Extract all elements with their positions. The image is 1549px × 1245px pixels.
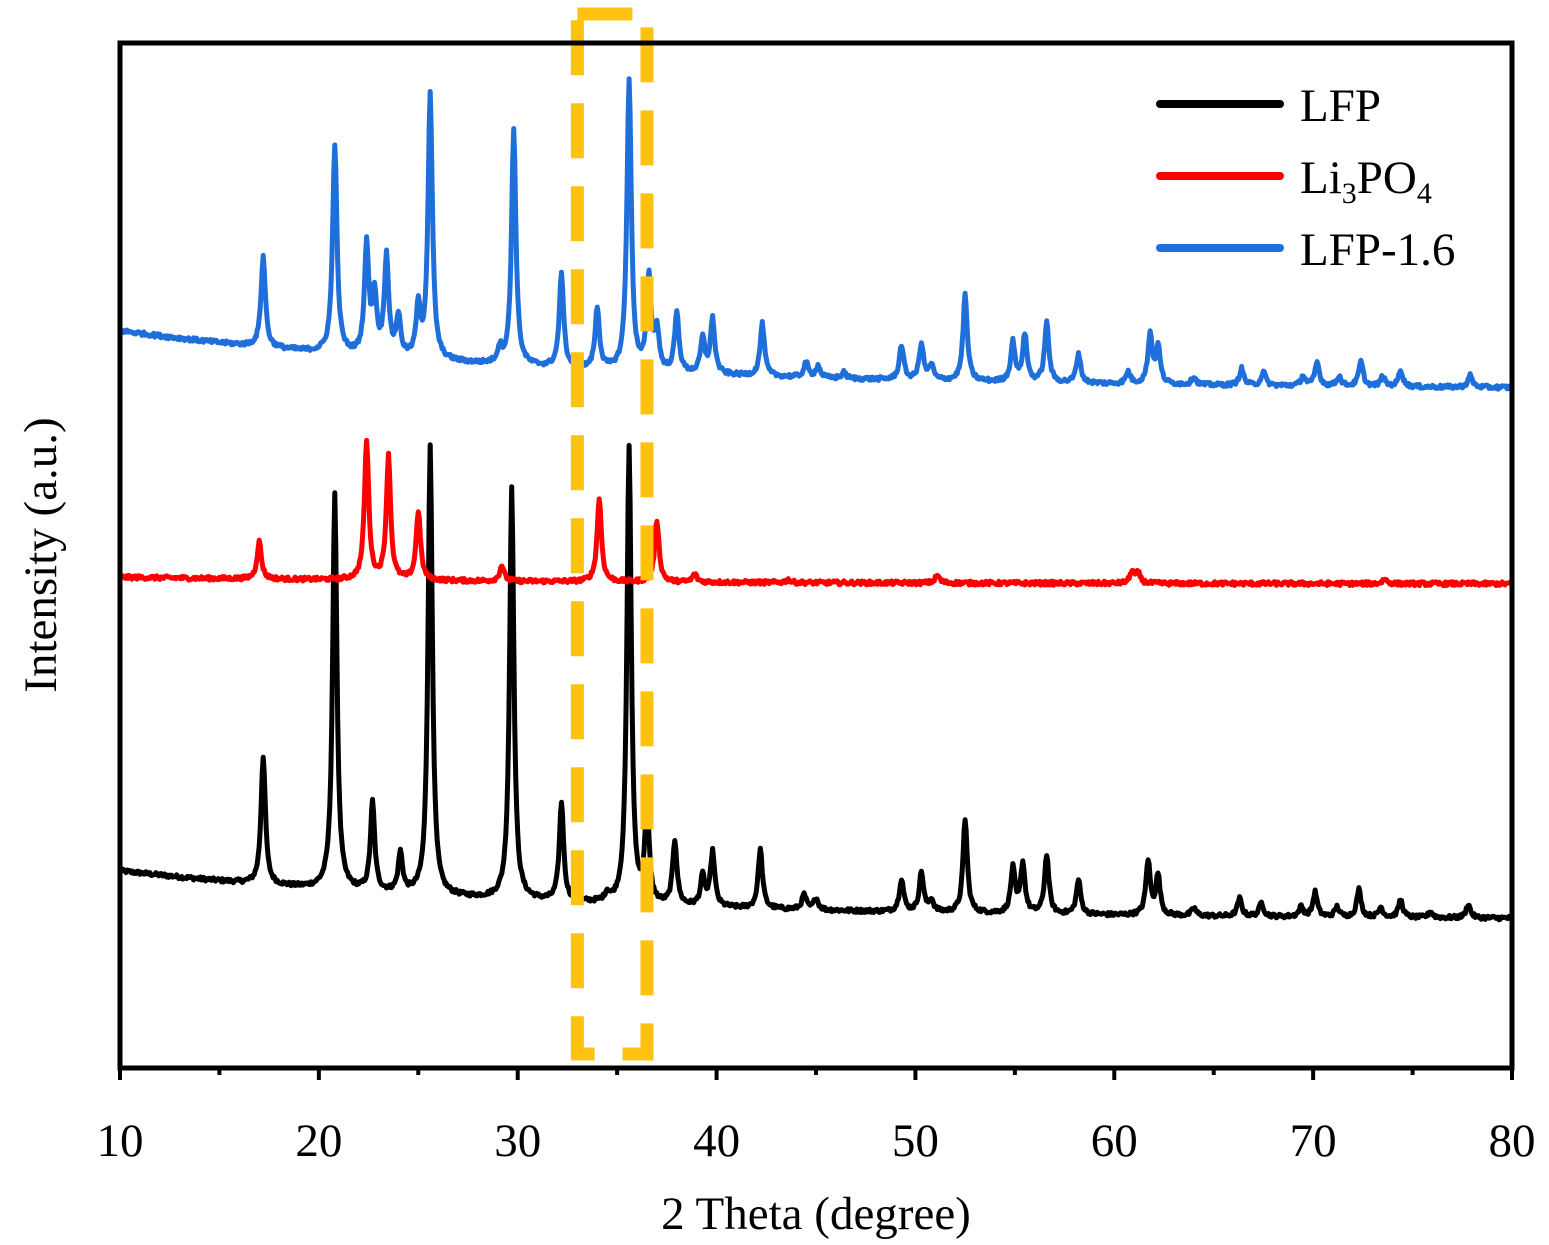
x-tick-label: 60	[1091, 1115, 1138, 1167]
x-tick-label: 50	[892, 1115, 939, 1167]
legend-label-1: LFP	[1300, 80, 1381, 132]
series-line-1	[117, 442, 1514, 923]
highlight-box	[570, 7, 654, 1061]
series-line-3	[118, 76, 1515, 392]
y-axis-title: Intensity (a.u.)	[15, 417, 67, 692]
legend-label-3: LFP-1.6	[1300, 224, 1455, 276]
series-line-2	[117, 437, 1514, 589]
highlight-layer	[570, 7, 654, 1061]
x-tick-label: 30	[494, 1115, 541, 1167]
x-axis-tick-labels: 10 20 30 40 50 60 70 80	[97, 1115, 1536, 1167]
x-axis-title: 2 Theta (degree)	[661, 1188, 971, 1240]
x-tick-label: 20	[295, 1115, 342, 1167]
legend: LFP Li3PO4 LFP-1.6	[1156, 80, 1455, 276]
legend-label-2: Li3PO4	[1300, 152, 1432, 210]
x-tick-label: 80	[1489, 1115, 1536, 1167]
x-tick-label: 40	[693, 1115, 740, 1167]
x-tick-label: 10	[97, 1115, 144, 1167]
x-axis-ticks	[118, 1068, 1514, 1080]
x-tick-label: 70	[1290, 1115, 1337, 1167]
series-layer	[117, 76, 1515, 923]
